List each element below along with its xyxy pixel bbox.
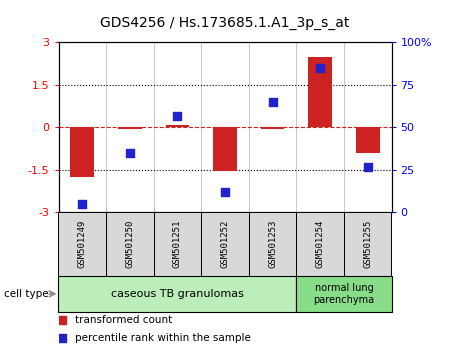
Bar: [261, 127, 284, 129]
Bar: [308, 57, 332, 127]
Bar: [166, 125, 189, 127]
Bar: [356, 127, 380, 153]
Point: [174, 113, 181, 118]
Bar: [118, 127, 142, 129]
Text: GSM501251: GSM501251: [173, 220, 182, 268]
Bar: [58, 212, 106, 276]
Point: [269, 99, 276, 105]
Bar: [58, 276, 297, 312]
Text: normal lung
parenchyma: normal lung parenchyma: [313, 283, 374, 305]
Point: [79, 201, 86, 207]
Bar: [213, 127, 237, 171]
Bar: [70, 127, 94, 177]
Point: [316, 65, 324, 71]
Text: GSM501254: GSM501254: [315, 220, 324, 268]
Bar: [106, 212, 153, 276]
Text: GSM501253: GSM501253: [268, 220, 277, 268]
Bar: [153, 212, 201, 276]
Point: [58, 335, 65, 341]
Text: GDS4256 / Hs.173685.1.A1_3p_s_at: GDS4256 / Hs.173685.1.A1_3p_s_at: [100, 16, 350, 30]
Bar: [297, 212, 344, 276]
Bar: [201, 212, 249, 276]
Bar: [249, 212, 297, 276]
Text: percentile rank within the sample: percentile rank within the sample: [75, 333, 251, 343]
Text: GSM501250: GSM501250: [126, 220, 135, 268]
Point: [364, 164, 371, 169]
Bar: [344, 212, 392, 276]
Point: [221, 189, 229, 195]
Bar: [297, 276, 392, 312]
Text: GSM501252: GSM501252: [220, 220, 230, 268]
Text: GSM501255: GSM501255: [363, 220, 372, 268]
Point: [126, 150, 134, 156]
Text: transformed count: transformed count: [75, 315, 172, 325]
Text: cell type: cell type: [4, 289, 49, 299]
Text: GSM501249: GSM501249: [78, 220, 87, 268]
Text: caseous TB granulomas: caseous TB granulomas: [111, 289, 244, 299]
Point: [58, 318, 65, 323]
